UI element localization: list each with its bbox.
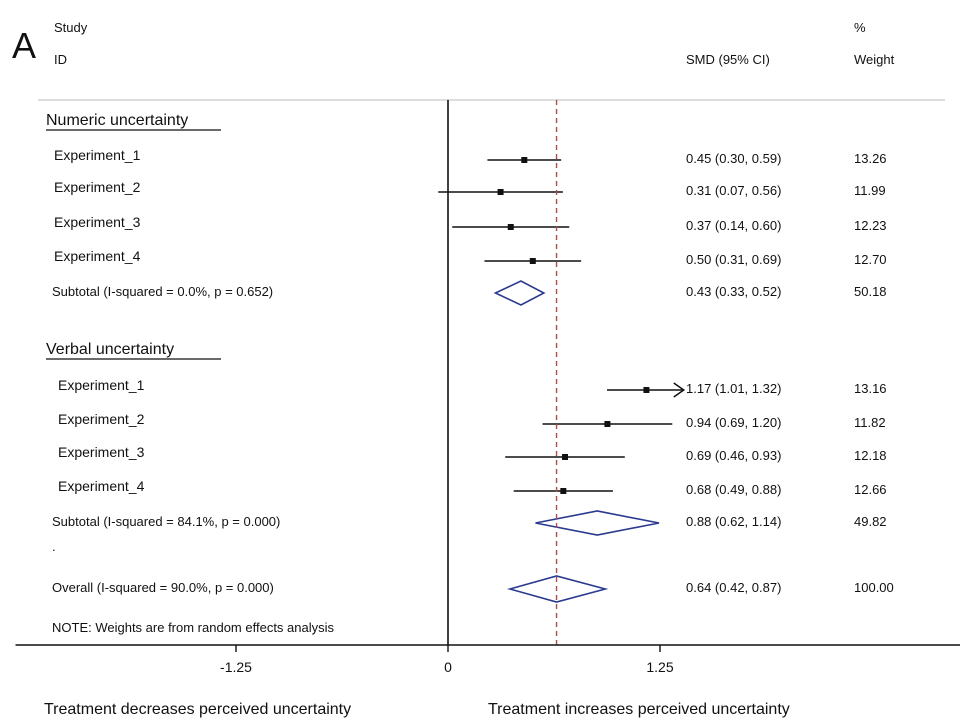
ci-value: 0.43 (0.33, 0.52) bbox=[686, 284, 781, 299]
weight-value: 12.23 bbox=[854, 218, 887, 233]
subtotal-diamond bbox=[493, 280, 546, 306]
weight-value: 13.16 bbox=[854, 381, 887, 396]
overall-diamond bbox=[506, 575, 609, 603]
x-tick-label: -1.25 bbox=[220, 659, 252, 675]
ci-value: 0.88 (0.62, 1.14) bbox=[686, 514, 781, 529]
ci-value: 0.50 (0.31, 0.69) bbox=[686, 252, 781, 267]
weight-value: 12.66 bbox=[854, 482, 887, 497]
note-text: NOTE: Weights are from random effects an… bbox=[52, 620, 335, 635]
weight-header: Weight bbox=[854, 52, 895, 67]
x-axis: -1.25 0 1.25 bbox=[15, 644, 960, 675]
subtotal-label: Subtotal (I-squared = 0.0%, p = 0.652) bbox=[52, 284, 273, 299]
percent-header: % bbox=[854, 20, 866, 35]
bottom-right-label: Treatment increases perceived uncertaint… bbox=[488, 701, 790, 718]
study-name: Experiment_1 bbox=[54, 147, 141, 163]
weight-value: 100.00 bbox=[854, 580, 894, 595]
study-rows: Numeric uncertainty Experiment_1 0.45 (0.3… bbox=[46, 112, 894, 595]
x-tick-label: 1.25 bbox=[646, 659, 673, 675]
x-tick-label: 0 bbox=[444, 659, 452, 675]
group-label: Verbal uncertainty bbox=[46, 341, 174, 358]
plot-marks bbox=[438, 100, 686, 645]
weight-value: 11.99 bbox=[854, 183, 886, 198]
smd-header: SMD (95% CI) bbox=[686, 52, 770, 67]
ci-value: 0.31 (0.07, 0.56) bbox=[686, 183, 781, 198]
weight-value: 12.18 bbox=[854, 448, 887, 463]
ci-value: 1.17 (1.01, 1.32) bbox=[686, 381, 781, 396]
weight-value: 12.70 bbox=[854, 252, 887, 267]
point-estimate bbox=[560, 488, 567, 494]
subtotal-diamond bbox=[535, 510, 660, 536]
ci-arrow bbox=[673, 382, 686, 398]
point-estimate bbox=[529, 258, 536, 264]
bottom-left-label: Treatment decreases perceived uncertaint… bbox=[44, 701, 351, 718]
point-estimate bbox=[497, 189, 504, 195]
study-header: Study bbox=[54, 20, 88, 35]
separator-dot: . bbox=[52, 539, 56, 554]
point-estimate bbox=[562, 454, 569, 460]
point-estimate bbox=[643, 387, 650, 393]
study-name: Experiment_2 bbox=[58, 411, 145, 427]
weight-value: 11.82 bbox=[854, 415, 886, 430]
study-name: Experiment_3 bbox=[54, 214, 141, 230]
weight-value: 49.82 bbox=[854, 514, 887, 529]
overall-label: Overall (I-squared = 90.0%, p = 0.000) bbox=[52, 580, 274, 595]
panel-label: A bbox=[12, 25, 36, 66]
ci-value: 0.69 (0.46, 0.93) bbox=[686, 448, 781, 463]
ci-value: 0.68 (0.49, 0.88) bbox=[686, 482, 781, 497]
study-name: Experiment_1 bbox=[58, 377, 145, 393]
point-estimate bbox=[507, 224, 514, 230]
point-estimate bbox=[604, 421, 611, 427]
ci-value: 0.37 (0.14, 0.60) bbox=[686, 218, 781, 233]
weight-value: 13.26 bbox=[854, 151, 887, 166]
id-header: ID bbox=[54, 52, 67, 67]
study-name: Experiment_3 bbox=[58, 444, 145, 460]
ci-value: 0.64 (0.42, 0.87) bbox=[686, 580, 781, 595]
ci-value: 0.45 (0.30, 0.59) bbox=[686, 151, 781, 166]
weight-value: 50.18 bbox=[854, 284, 887, 299]
subtotal-label: Subtotal (I-squared = 84.1%, p = 0.000) bbox=[52, 514, 280, 529]
ci-value: 0.94 (0.69, 1.20) bbox=[686, 415, 781, 430]
group-label: Numeric uncertainty bbox=[46, 112, 188, 129]
study-name: Experiment_4 bbox=[54, 248, 141, 264]
study-name: Experiment_2 bbox=[54, 179, 141, 195]
study-name: Experiment_4 bbox=[58, 478, 145, 494]
point-estimate bbox=[521, 157, 528, 163]
